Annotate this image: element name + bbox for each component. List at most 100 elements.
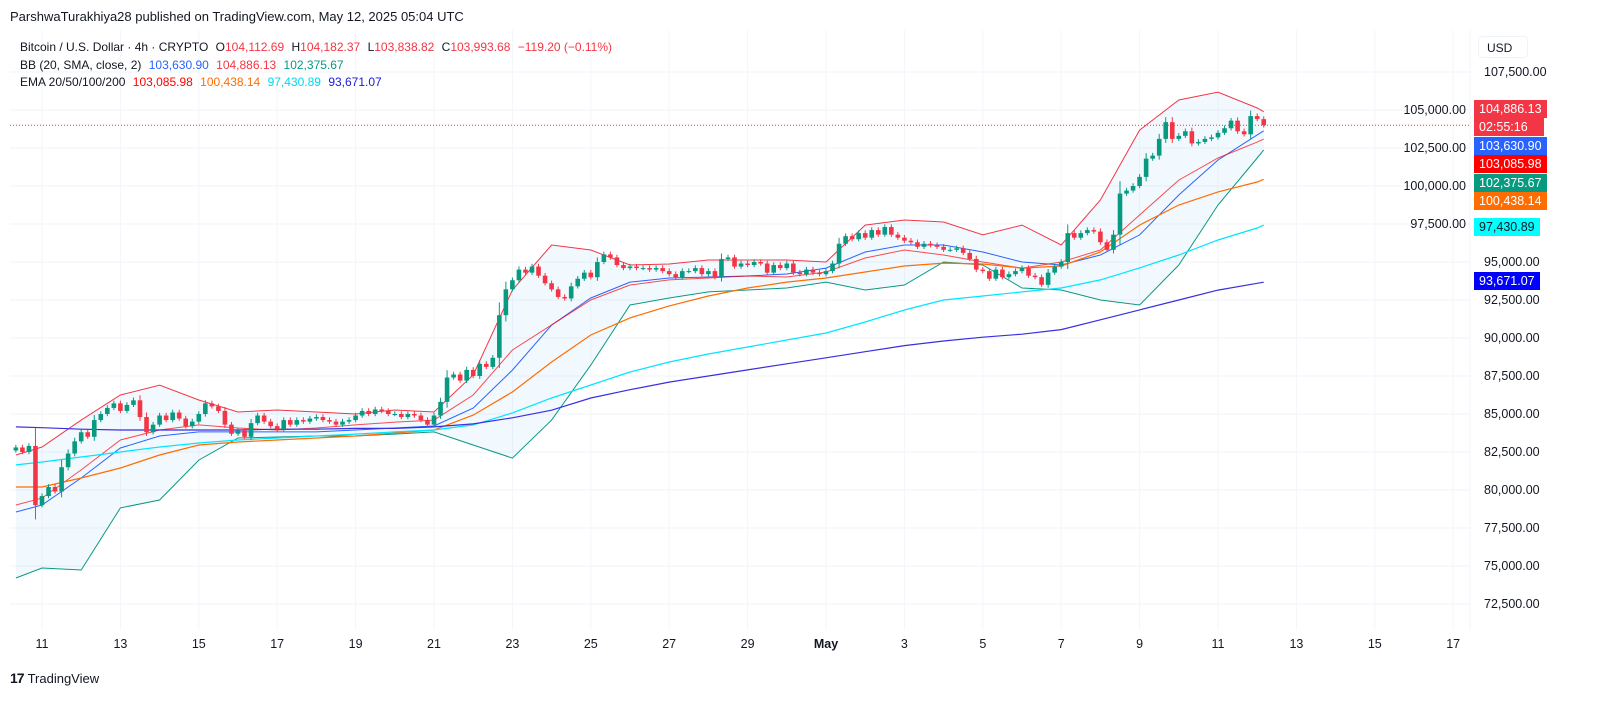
candle-body [771,265,777,273]
candle-body [588,272,594,278]
candle-body [843,236,848,244]
candle [575,275,581,289]
candle [418,412,424,423]
candle [758,259,763,266]
candle [902,234,907,243]
candle-body [20,447,25,452]
candle [490,355,496,370]
candle [144,412,149,436]
ema20-line [15,138,1264,506]
candle [33,428,38,520]
candle [1241,128,1247,137]
candle [503,281,509,322]
candle [712,268,718,280]
ema50-line [15,178,1264,488]
candle [464,366,469,384]
candle-body [1137,176,1142,186]
candle [438,397,443,419]
candle [699,265,705,277]
candle [124,402,130,414]
bb-basis-line [15,130,1264,513]
candle [967,250,973,262]
candle [640,265,646,271]
candle-body [431,415,437,425]
candle [738,260,744,269]
candle [791,260,796,275]
candle-body [1124,190,1129,194]
candle-body [1254,116,1260,120]
candle-body [13,447,19,451]
currency-button[interactable]: USD [1478,36,1528,58]
price-tick-label: 100,000.00 [1403,179,1466,193]
candle-body [1215,132,1221,138]
bb-title[interactable]: BB (20, SMA, close, 2) [20,57,142,72]
candle-body [869,230,875,238]
candle [203,400,208,417]
candle [889,224,894,237]
candle [222,406,228,428]
bb-lower-price-label: 102,375.67 [1474,174,1547,192]
price-tick-label: 107,500.00 [1484,65,1547,79]
candle [483,361,489,370]
candle [1124,187,1129,196]
open-label: O [215,40,225,54]
candle [830,260,835,274]
candle [307,415,313,424]
candle-body [862,233,868,238]
symbol-title[interactable]: Bitcoin / U.S. Dollar · 4h · CRYPTO [20,40,209,54]
candle [1065,224,1071,269]
candle-body [693,268,698,272]
candle [784,260,790,271]
candle [457,371,463,383]
candle-body [516,269,522,281]
candle [1189,127,1195,147]
candle [823,268,829,277]
bb-lower-line [15,149,1265,579]
candle-body [797,272,803,275]
candle-body [176,412,182,419]
candle [1261,116,1267,128]
price-tick-label: 92,500.00 [1484,293,1540,307]
candle-body [536,266,541,276]
candle-body [1085,230,1090,234]
candle-body [1176,135,1182,139]
candle [875,227,881,237]
candle-body [379,409,385,411]
candle-body [921,243,927,247]
candle [647,265,652,272]
candle-body [836,243,842,264]
candle [1130,183,1136,193]
candle [85,429,91,439]
candle [216,403,221,414]
candle [921,241,927,249]
candle [59,459,64,498]
candle [137,395,143,422]
candle-body [229,424,234,434]
ema20-value: 103,085.98 [132,75,193,89]
candle-body [1130,186,1136,191]
candle [320,414,326,423]
candle [294,417,300,427]
time-tick-label: 11 [1211,637,1225,651]
candle [1183,128,1188,139]
tradingview-logo[interactable]: 17 TradingView [10,670,99,686]
candle [1085,227,1090,236]
candle [1111,230,1116,254]
candle-body [464,369,469,381]
candle [915,239,920,249]
candle [1019,265,1025,274]
candle-body [1006,274,1012,278]
ema-title[interactable]: EMA 20/50/100/200 [20,75,126,89]
time-tick-label: May [813,637,839,651]
candle-body [163,415,169,421]
candle-body [131,400,136,405]
candle-body [451,374,456,378]
candle-body [26,445,32,452]
candle [1176,133,1182,142]
bar-countdown-label: 02:55:16 [1474,118,1544,136]
candle [1058,259,1064,269]
candle [242,427,247,439]
candle-body [647,268,652,270]
candle [261,412,267,424]
